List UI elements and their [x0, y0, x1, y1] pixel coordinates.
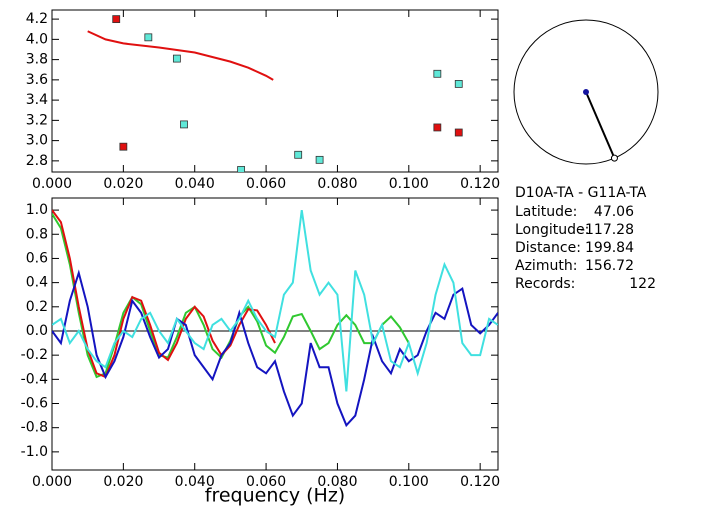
azimuth-line [585, 91, 616, 159]
scatter-point [454, 128, 463, 137]
field-value: 199.84 [585, 240, 634, 256]
x-tick-label: 0.060 [246, 474, 286, 490]
scatter-point [144, 33, 153, 42]
scatter-point [454, 80, 463, 88]
info-panel: D10A-TA - G11A-TA Latitude: 47.06 Longit… [515, 185, 656, 292]
x-tick-label: 0.020 [103, 474, 143, 490]
x-axis-label: frequency (Hz) [205, 485, 345, 507]
station-pair: D10A-TA - G11A-TA [515, 185, 647, 201]
y-tick-label: 0.0 [26, 323, 48, 339]
scatter-point [112, 15, 121, 24]
y-tick-label: 4.0 [26, 31, 48, 47]
x-tick-label: 0.040 [175, 474, 215, 490]
scatter-point [315, 155, 324, 164]
y-tick-label: -1.0 [21, 444, 48, 460]
bottom-plot: 0.000 0.020 0.040 0.060 0.080 0.100 0.120 -1.0 -… [21, 197, 500, 507]
field-label: Records: [515, 276, 575, 292]
y-tick-label: -0.4 [21, 371, 48, 387]
y-tick-label: 3.4 [26, 92, 48, 108]
x-tick-label: 0.120 [460, 176, 500, 192]
scatter-point [180, 120, 188, 129]
plot-frame [51, 9, 499, 173]
x-tick-label: 0.000 [32, 474, 72, 490]
line-series [52, 213, 410, 379]
top-plot: 0.000 0.020 0.040 0.060 0.080 0.100 0.120 2.8 3.… [26, 9, 500, 192]
plot-frame [51, 197, 499, 471]
y-tick-label: 0.8 [26, 226, 48, 242]
field-label: Latitude: [515, 204, 577, 220]
x-tick-label: 0.060 [246, 176, 286, 192]
field-label: Longitude: [515, 222, 589, 238]
scatter-point [172, 54, 181, 63]
y-tick-label: 3.0 [26, 133, 48, 149]
y-tick-label: 4.2 [26, 11, 48, 27]
x-tick-label: 0.100 [389, 474, 429, 490]
x-tick-label: 0.100 [389, 176, 429, 192]
y-tick-label: 3.8 [26, 52, 48, 68]
y-tick-label: -0.6 [21, 396, 48, 412]
y-tick-label: 3.6 [26, 72, 48, 88]
series-layer [52, 209, 498, 428]
y-tick-label: 1.0 [26, 202, 48, 218]
field-value: -117.28 [580, 222, 634, 238]
scatter-point [433, 69, 442, 78]
x-tick-label: 0.040 [175, 176, 215, 192]
y-tick-label: 2.8 [26, 153, 48, 169]
y-tick-label: -0.2 [21, 347, 48, 363]
x-tick-label: 0.080 [317, 176, 357, 192]
y-tick-label: 3.2 [26, 112, 48, 128]
series-layer [87, 15, 463, 172]
field-label: Azimuth: [515, 258, 577, 274]
scatter-point [294, 150, 303, 159]
line-series [52, 209, 276, 379]
compass-circle [513, 19, 659, 165]
target-dot [610, 154, 618, 162]
scatter-point [237, 166, 246, 172]
scatter-point [119, 142, 128, 151]
field-value: 47.06 [594, 204, 634, 220]
compass [513, 19, 659, 165]
y-tick-label: -0.8 [21, 420, 48, 436]
x-tick-label: 0.000 [32, 176, 72, 192]
field-value: 122 [629, 276, 656, 292]
x-tick-label: 0.120 [460, 474, 500, 490]
y-tick-label: 0.2 [26, 299, 48, 315]
line-series [52, 209, 498, 392]
x-tick-label: 0.080 [317, 474, 357, 490]
line-series [87, 30, 274, 81]
field-label: Distance: [515, 240, 581, 256]
x-tick-label: 0.020 [103, 176, 143, 192]
y-tick-label: 0.6 [26, 250, 48, 266]
field-value: 156.72 [585, 258, 634, 274]
y-tick-label: 0.4 [26, 275, 48, 291]
station-dot [583, 89, 589, 95]
scatter-point [433, 123, 442, 132]
line-series [52, 269, 498, 428]
